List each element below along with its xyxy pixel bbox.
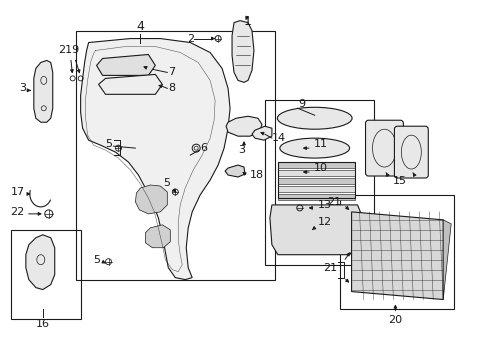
Ellipse shape	[279, 138, 349, 158]
FancyBboxPatch shape	[365, 120, 403, 176]
Polygon shape	[81, 39, 229, 280]
Polygon shape	[145, 225, 170, 248]
Text: 3: 3	[238, 145, 245, 155]
Text: 18: 18	[249, 170, 264, 180]
Text: 6: 6	[200, 143, 207, 153]
Polygon shape	[277, 194, 354, 200]
Text: 12: 12	[317, 217, 331, 227]
Polygon shape	[277, 178, 354, 184]
Circle shape	[141, 67, 143, 70]
Polygon shape	[225, 116, 262, 136]
Text: 20: 20	[387, 315, 402, 325]
Circle shape	[141, 61, 143, 64]
Bar	[339, 195, 453, 310]
Bar	[76, 31, 274, 280]
Text: 5: 5	[105, 139, 112, 149]
Text: 15: 15	[391, 176, 406, 186]
Circle shape	[131, 61, 134, 64]
Text: 7: 7	[168, 67, 175, 77]
Polygon shape	[224, 165, 244, 177]
Text: 2: 2	[187, 33, 194, 44]
Polygon shape	[269, 205, 361, 255]
Polygon shape	[277, 162, 354, 168]
Text: 14: 14	[271, 133, 285, 143]
Polygon shape	[34, 60, 53, 122]
Bar	[11, 230, 81, 319]
Text: 21: 21	[323, 263, 337, 273]
Text: 16: 16	[36, 319, 50, 329]
Text: 21: 21	[327, 197, 341, 207]
Text: 10: 10	[313, 163, 327, 173]
Polygon shape	[26, 235, 55, 289]
Polygon shape	[277, 186, 354, 192]
Circle shape	[121, 67, 124, 70]
Text: 1: 1	[244, 15, 251, 28]
Circle shape	[111, 61, 114, 64]
Text: 22: 22	[11, 207, 25, 217]
FancyBboxPatch shape	[394, 126, 427, 178]
Ellipse shape	[277, 107, 351, 129]
Polygon shape	[442, 220, 450, 300]
Circle shape	[111, 67, 114, 70]
Circle shape	[121, 61, 124, 64]
Text: 5: 5	[163, 178, 170, 188]
Circle shape	[131, 67, 134, 70]
Polygon shape	[135, 185, 167, 214]
Text: 3: 3	[19, 84, 26, 93]
Polygon shape	[99, 75, 162, 94]
Polygon shape	[351, 212, 442, 300]
Text: 219: 219	[58, 45, 79, 55]
Text: 13: 13	[317, 200, 331, 210]
Polygon shape	[277, 170, 354, 176]
Polygon shape	[251, 126, 271, 140]
Polygon shape	[232, 21, 253, 82]
Text: 5: 5	[93, 255, 101, 265]
Bar	[264, 100, 374, 265]
Bar	[277, 162, 354, 198]
Text: 17: 17	[11, 187, 25, 197]
Text: 9: 9	[297, 99, 305, 109]
Text: 8: 8	[168, 84, 175, 93]
Polygon shape	[96, 54, 155, 75]
Text: 11: 11	[313, 139, 327, 149]
Text: 4: 4	[136, 19, 144, 32]
